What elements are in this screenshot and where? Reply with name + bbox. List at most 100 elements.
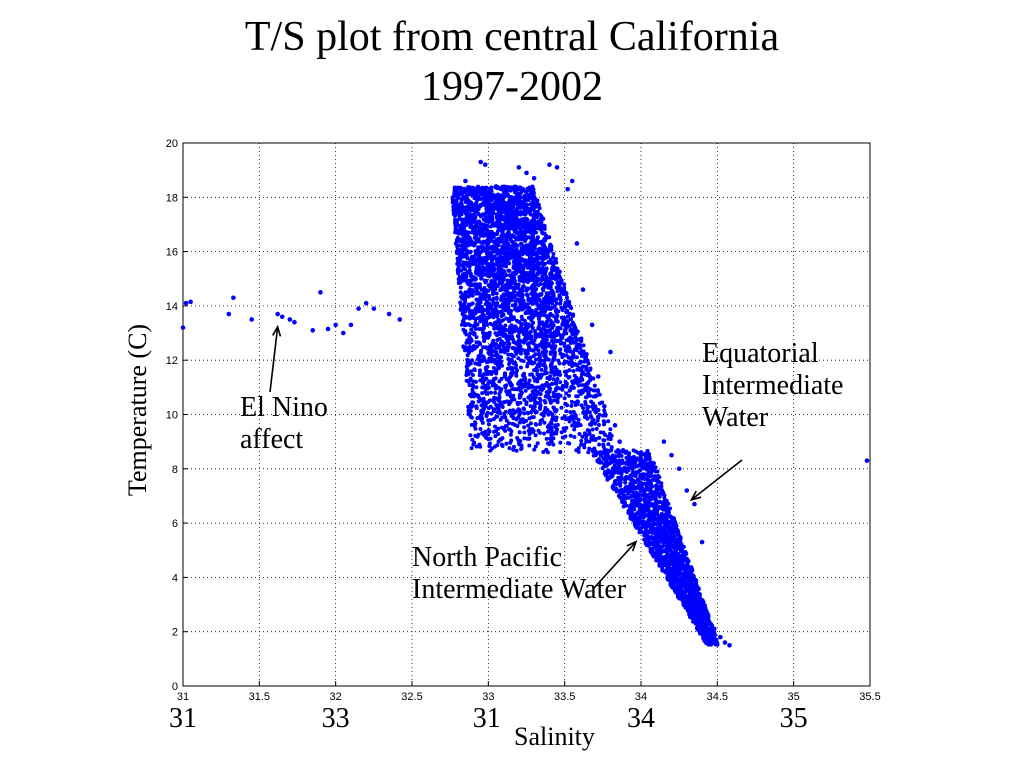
data-point: [512, 275, 517, 280]
data-point: [474, 404, 479, 409]
data-point: [558, 380, 563, 385]
data-point: [481, 223, 486, 228]
data-point: [600, 400, 605, 405]
data-point: [534, 201, 539, 206]
data-point: [459, 207, 464, 212]
data-point: [488, 344, 493, 349]
data-point: [478, 214, 483, 219]
data-point: [469, 422, 474, 427]
data-point: [492, 326, 497, 331]
data-point: [478, 444, 483, 449]
data-point: [538, 327, 543, 332]
data-point: [496, 359, 501, 364]
data-point: [502, 194, 507, 199]
data-point: [497, 251, 502, 256]
data-point: [496, 426, 501, 431]
data-point: [511, 361, 516, 366]
data-point: [516, 438, 521, 443]
data-point: [523, 263, 528, 268]
data-point: [570, 379, 575, 384]
data-point: [542, 420, 547, 425]
data-point: [550, 276, 555, 281]
data-point: [481, 345, 486, 350]
data-point: [543, 302, 548, 307]
data-point: [541, 285, 546, 290]
data-point: [475, 185, 480, 190]
data-point: [508, 254, 513, 259]
data-point: [502, 374, 507, 379]
data-point: [514, 328, 519, 333]
data-point: [524, 223, 529, 228]
data-point: [478, 300, 483, 305]
data-point: [503, 409, 508, 414]
data-point: [537, 356, 542, 361]
data-point: [490, 281, 495, 286]
data-point: [555, 376, 560, 381]
data-point: [597, 442, 602, 447]
data-point: [572, 435, 577, 440]
data-point: [549, 367, 554, 372]
data-point: [497, 256, 502, 261]
data-point: [516, 195, 521, 200]
x-tick-label: 32: [330, 691, 342, 703]
data-point: [526, 310, 531, 315]
y-tick-label: 8: [172, 464, 178, 476]
data-point: [514, 209, 519, 214]
data-point: [504, 246, 509, 251]
data-point: [501, 268, 506, 273]
data-point: [571, 339, 576, 344]
data-point: [484, 216, 489, 221]
data-point: [524, 355, 529, 360]
data-point: [489, 306, 494, 311]
data-point: [504, 441, 509, 446]
data-point: [451, 204, 456, 209]
data-point: [530, 293, 535, 298]
data-point: [469, 383, 474, 388]
data-point: [488, 285, 493, 290]
data-point: [484, 360, 489, 365]
data-point: [460, 243, 465, 248]
data-point: [553, 423, 558, 428]
data-point: [485, 245, 490, 250]
data-point: [522, 425, 527, 430]
data-point: [547, 442, 552, 447]
data-point: [473, 204, 478, 209]
data-point: [454, 187, 459, 192]
data-point: [562, 344, 567, 349]
data-point: [481, 326, 486, 331]
data-point: [645, 457, 650, 462]
data-point: [528, 421, 533, 426]
data-point: [457, 274, 462, 279]
data-point: [480, 430, 485, 435]
data-point: [489, 379, 494, 384]
data-point: [507, 341, 512, 346]
data-point: [567, 346, 572, 351]
data-point: [554, 318, 559, 323]
data-point: [497, 395, 502, 400]
data-point: [528, 212, 533, 217]
data-point: [526, 286, 531, 291]
data-point: [569, 360, 574, 365]
data-point: [486, 273, 491, 278]
data-point: [474, 200, 479, 205]
data-point: [516, 282, 521, 287]
data-point: [554, 431, 559, 436]
data-point: [545, 450, 550, 455]
data-point: [497, 276, 502, 281]
data-point: [536, 306, 541, 311]
data-point: [554, 276, 559, 281]
data-point: [475, 285, 480, 290]
data-point: [553, 418, 558, 423]
data-point: [514, 370, 519, 375]
data-point: [538, 281, 543, 286]
y-tick-label: 4: [172, 572, 178, 584]
data-point: [533, 288, 538, 293]
data-point: [467, 239, 472, 244]
data-point: [595, 388, 600, 393]
data-point: [520, 286, 525, 291]
data-point: [469, 185, 474, 190]
data-point: [525, 342, 530, 347]
data-point: [564, 353, 569, 358]
data-point: [530, 234, 535, 239]
data-point: [542, 399, 547, 404]
